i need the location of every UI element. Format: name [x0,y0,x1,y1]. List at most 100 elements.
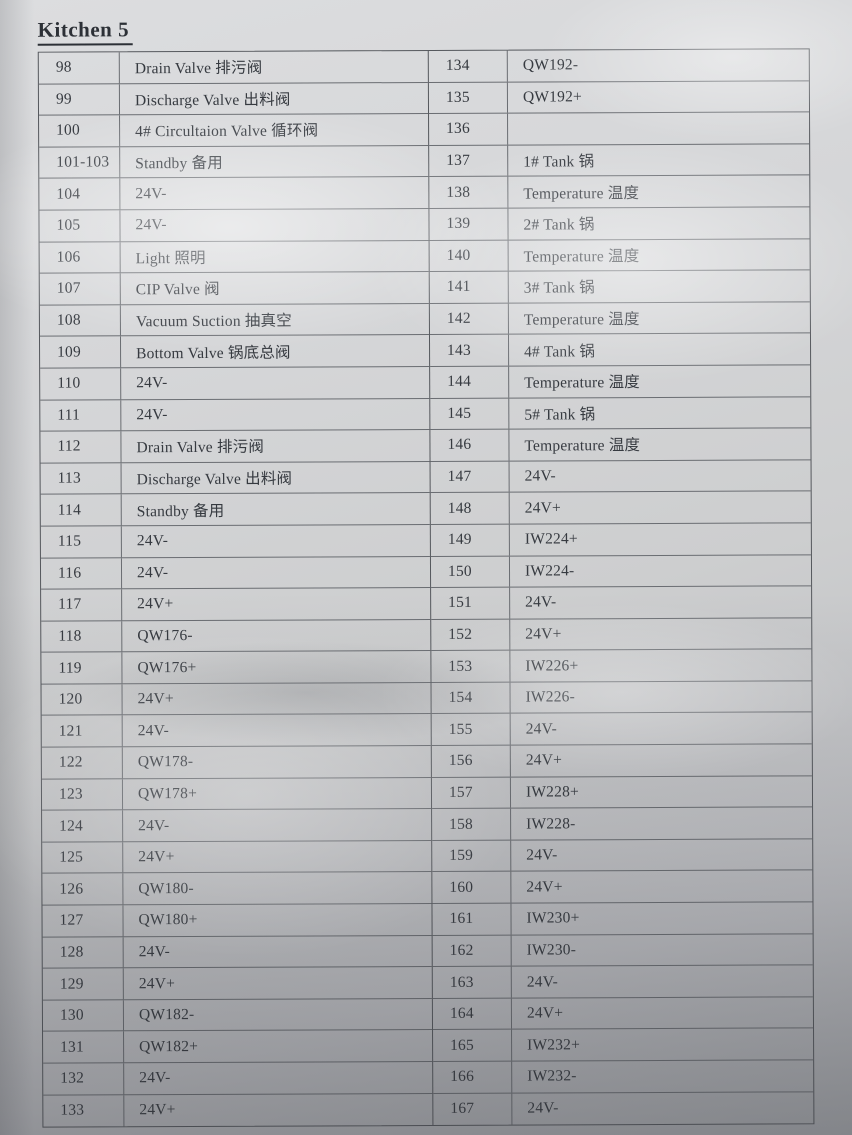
pin-number-cell: 164 [432,998,512,1030]
table-row: 146 Temperature 温度 [430,428,811,462]
table-row: 132 24V- [43,1061,433,1096]
pin-label-cell: Light 照明 [135,249,206,268]
pin-number-cell: 99 [38,83,121,115]
table-row: 126 QW180- [42,872,432,906]
table-row: 134 QW192- [428,49,809,83]
table-row: 116 24V- [40,556,431,590]
pin-label-cell: QW192+ [522,88,582,106]
pin-label-cell: 24V- [526,846,558,864]
pin-number-cell: 130 [42,1000,125,1032]
table-row: 127 QW180+ [42,904,432,938]
pin-label-cell: IW224- [524,562,575,580]
pin-label-cell: IW224+ [524,530,578,548]
pin-label-cell: Standby 备用 [135,154,223,173]
pin-number-cell: 132 [43,1063,125,1095]
pin-number-cell: 151 [431,587,511,619]
table-row: 140 Temperature 温度 [429,238,810,273]
table-row: 161 IW230+ [432,902,813,936]
table-row: 149 IW224+ [430,523,811,557]
table-row: 151 24V- [431,586,812,620]
pin-label-cell: 24V- [136,563,169,582]
pin-label-cell: 24V- [138,943,170,961]
pin-number-cell: 149 [430,524,510,556]
pin-label-cell: Drain Valve 排污阀 [136,439,265,457]
table-row: 108 Vacuum Suction 抽真空 [39,303,429,338]
pin-label-cell: QW182+ [139,1037,199,1055]
table-right-column: 134 QW192- 135 QW192+ 136 137 1# Tank 锅 … [427,49,814,1126]
pin-label-cell: 2# Tank 锅 [523,216,595,234]
pin-label-cell: IW226- [525,688,575,706]
pin-number-cell: 138 [429,177,509,208]
table-row: 98 Drain Valve 排污阀 [38,50,428,85]
pin-number-cell: 117 [41,589,123,621]
pin-label-cell: QW176- [137,627,193,645]
pin-number-cell: 157 [431,777,512,809]
pin-label-cell: Discharge Valve 出料阀 [134,91,291,110]
pin-number-cell: 114 [40,494,122,526]
pin-number-cell: 126 [42,873,124,905]
pin-assignment-table: 98 Drain Valve 排污阀 99 Discharge Valve 出料… [37,48,815,1128]
table-row: 160 24V+ [432,870,813,905]
pin-number-cell: 153 [431,650,511,682]
table-row: 120 24V+ [41,682,431,717]
pin-label-cell: Temperature 温度 [523,184,640,203]
pin-number-cell: 109 [39,336,122,368]
table-row: 164 24V+ [432,997,814,1031]
pin-label-cell: 24V- [139,1069,171,1087]
pin-number-cell: 129 [42,968,124,1000]
pin-label-cell [508,113,809,145]
pin-label-cell: QW178+ [137,784,198,803]
pin-label-cell: Discharge Valve 出料阀 [136,470,293,489]
pin-label-cell: 24V- [137,721,169,740]
pin-label-cell: 24V- [138,816,170,834]
pin-number-cell: 156 [431,745,511,777]
pin-label-cell: IW228+ [525,783,579,801]
pin-label-cell: QW180- [138,879,194,897]
table-row: 153 IW226+ [431,649,812,683]
table-row: 119 QW176+ [41,651,431,685]
table-row: 113 Discharge Valve 出料阀 [40,461,430,495]
pin-number-cell: 162 [432,935,512,967]
pin-number-cell: 150 [430,556,511,588]
pin-number-cell: 140 [429,240,509,272]
pin-number-cell: 121 [41,715,123,747]
table-row: 147 24V- [430,460,811,494]
pin-label-cell: QW176+ [137,658,197,676]
pin-label-cell: 24V- [526,972,559,991]
table-row: 138 Temperature 温度 [429,175,810,209]
pin-label-cell: IW228- [526,814,576,833]
table-row: 141 3# Tank 锅 [429,270,810,304]
pin-number-cell: 143 [429,334,510,366]
pin-number-cell: 116 [40,557,123,589]
pin-number-cell: 112 [40,431,122,463]
table-row: 110 24V- [40,366,430,401]
pin-number-cell: 166 [433,1061,513,1093]
table-row: 99 Discharge Valve 出料阀 [38,82,429,116]
pin-label-cell: 24V- [136,405,168,424]
pin-number-cell: 122 [41,747,123,779]
table-row: 105 24V- [39,208,429,243]
pin-number-cell: 123 [41,778,124,810]
pin-label-cell: 24V+ [138,848,175,866]
pin-label-cell: 24V+ [138,974,176,992]
pin-label-cell: 24V+ [526,1004,564,1022]
pin-number-cell: 101-103 [39,147,121,179]
pin-label-cell: 3# Tank 锅 [523,279,595,298]
table-row: 104 24V- [39,177,429,211]
pin-number-cell: 159 [432,840,512,872]
pin-number-cell: 155 [431,714,511,746]
pin-number-cell: 146 [430,429,510,461]
pin-label-cell: QW182- [138,1006,195,1024]
pin-number-cell: 115 [40,526,122,558]
table-row: 118 QW176- [41,619,431,653]
pin-label-cell: Bottom Valve 锅底总阀 [136,344,291,362]
pin-label-cell: 24V+ [137,690,174,708]
pin-label-cell: Standby 备用 [136,502,225,520]
pin-number-cell: 125 [42,842,124,874]
table-row: 106 Light 照明 [39,240,429,274]
table-row: 155 24V- [431,712,812,747]
pin-number-cell: 128 [42,936,124,968]
pin-number-cell: 134 [428,50,508,82]
table-row: 130 QW182- [42,998,433,1033]
page-title: Kitchen 5 [37,17,134,46]
